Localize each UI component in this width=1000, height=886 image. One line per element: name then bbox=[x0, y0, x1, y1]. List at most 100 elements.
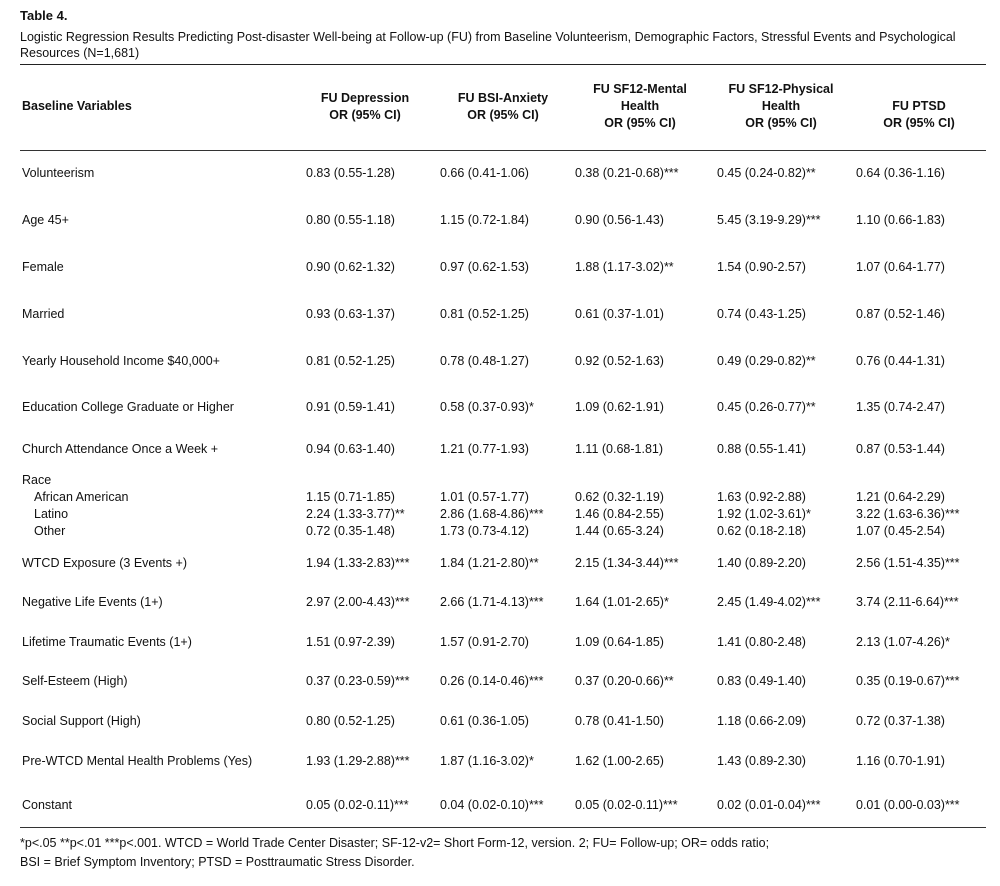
table-cell: 3.74 (2.11-6.64)*** bbox=[856, 595, 959, 609]
footnote: *p<.05 **p<.01 ***p<.001. WTCD = World T… bbox=[20, 834, 986, 872]
table-cell: 1.62 (1.00-2.65) bbox=[575, 754, 664, 768]
table-cell: 0.05 (0.02-0.11)*** bbox=[306, 798, 409, 812]
table-cell: 1.92 (1.02-3.61)* bbox=[717, 507, 811, 521]
table-cell: 0.81 (0.52-1.25) bbox=[440, 307, 529, 321]
table-cell: 0.62 (0.32-1.19) bbox=[575, 490, 664, 504]
table-cell: 1.15 (0.71-1.85) bbox=[306, 490, 395, 504]
table-cell: 0.35 (0.19-0.67)*** bbox=[856, 674, 960, 688]
table-cell: 1.10 (0.66-1.83) bbox=[856, 213, 945, 227]
table-cell: 0.92 (0.52-1.63) bbox=[575, 354, 664, 368]
table-cell: 1.18 (0.66-2.09) bbox=[717, 714, 806, 728]
table-cell: 0.74 (0.43-1.25) bbox=[717, 307, 806, 321]
table-cell: 0.02 (0.01-0.04)*** bbox=[717, 798, 821, 812]
row-label: Female bbox=[22, 260, 64, 274]
row-label: Pre-WTCD Mental Health Problems (Yes) bbox=[22, 754, 253, 768]
table-cell: 3.22 (1.63-6.36)*** bbox=[856, 507, 960, 521]
row-label: Latino bbox=[34, 507, 69, 521]
bottom-rule bbox=[20, 827, 986, 828]
table-cell: 0.37 (0.23-0.59)*** bbox=[306, 674, 410, 688]
table-cell: 0.83 (0.55-1.28) bbox=[306, 166, 395, 180]
table-cell: 2.13 (1.07-4.26)* bbox=[856, 635, 950, 649]
table-cell: 1.44 (0.65-3.24) bbox=[575, 524, 664, 538]
header-baseline-variables: Baseline Variables bbox=[22, 99, 132, 113]
table-cell: 2.97 (2.00-4.43)*** bbox=[306, 595, 410, 609]
table-cell: 1.15 (0.72-1.84) bbox=[440, 213, 529, 227]
table-cell: 0.38 (0.21-0.68)*** bbox=[575, 166, 679, 180]
footnote-line-1: *p<.05 **p<.01 ***p<.001. WTCD = World T… bbox=[20, 836, 770, 850]
table-cell: 1.54 (0.90-2.57) bbox=[717, 260, 806, 274]
header-fu-sf12-physical: FU SF12-Physical Health OR (95% CI) bbox=[728, 82, 834, 130]
table-cell: 0.78 (0.41-1.50) bbox=[575, 714, 664, 728]
table-cell: 0.49 (0.29-0.82)** bbox=[717, 354, 816, 368]
row-label: Negative Life Events (1+) bbox=[22, 595, 163, 609]
table-cell: 1.41 (0.80-2.48) bbox=[717, 635, 806, 649]
row-label: Constant bbox=[22, 798, 73, 812]
table-cell: 0.93 (0.63-1.37) bbox=[306, 307, 395, 321]
table-cell: 0.37 (0.20-0.66)** bbox=[575, 674, 674, 688]
table-cell: 0.83 (0.49-1.40) bbox=[717, 674, 806, 688]
row-label: Yearly Household Income $40,000+ bbox=[22, 354, 220, 368]
table-cell: 1.93 (1.29-2.88)*** bbox=[306, 754, 410, 768]
header-rule bbox=[20, 150, 986, 151]
table-cell: 0.05 (0.02-0.11)*** bbox=[575, 798, 678, 812]
row-label: Self-Esteem (High) bbox=[22, 674, 128, 688]
table-cell: 0.62 (0.18-2.18) bbox=[717, 524, 806, 538]
table-cell: 2.56 (1.51-4.35)*** bbox=[856, 556, 960, 570]
table-cell: 1.88 (1.17-3.02)** bbox=[575, 260, 674, 274]
header-fu-ptsd: FU PTSD OR (95% CI) bbox=[883, 99, 955, 130]
table-caption: Logistic Regression Results Predicting P… bbox=[20, 30, 956, 60]
table-container: Table 4. Logistic Regression Results Pre… bbox=[20, 6, 986, 872]
table-cell: 2.66 (1.71-4.13)*** bbox=[440, 595, 544, 609]
table-cell: 0.66 (0.41-1.06) bbox=[440, 166, 529, 180]
row-label: Race bbox=[22, 473, 52, 487]
table-cell: 1.73 (0.73-4.12) bbox=[440, 524, 529, 538]
table-cell: 0.64 (0.36-1.16) bbox=[856, 166, 945, 180]
table-cell: 0.61 (0.37-1.01) bbox=[575, 307, 664, 321]
table-cell: 0.61 (0.36-1.05) bbox=[440, 714, 529, 728]
table-cell: 1.16 (0.70-1.91) bbox=[856, 754, 945, 768]
table-cell: 1.35 (0.74-2.47) bbox=[856, 400, 945, 414]
table-cell: 0.80 (0.52-1.25) bbox=[306, 714, 395, 728]
row-label: Church Attendance Once a Week + bbox=[22, 442, 219, 456]
table-cell: 0.78 (0.48-1.27) bbox=[440, 354, 529, 368]
table-cell: 1.46 (0.84-2.55) bbox=[575, 507, 664, 521]
table-cell: 0.87 (0.52-1.46) bbox=[856, 307, 945, 321]
table-cell: 0.45 (0.26-0.77)** bbox=[717, 400, 816, 414]
row-label: WTCD Exposure (3 Events +) bbox=[22, 556, 187, 570]
table-header: Baseline Variables FU Depression OR (95% … bbox=[20, 65, 986, 150]
table-cell: 0.58 (0.37-0.93)* bbox=[440, 400, 534, 414]
table-cell: 1.11 (0.68-1.81) bbox=[575, 442, 664, 456]
table-body: Volunteerism 0.83 (0.55-1.28) 0.66 (0.41-1… bbox=[20, 151, 986, 827]
table-cell: 1.84 (1.21-2.80)** bbox=[440, 556, 539, 570]
table-cell: 0.94 (0.63-1.40) bbox=[306, 442, 395, 456]
table-cell: 2.24 (1.33-3.77)** bbox=[306, 507, 405, 521]
row-label: Social Support (High) bbox=[22, 714, 141, 728]
table-cell: 1.09 (0.64-1.85) bbox=[575, 635, 664, 649]
table-cell: 1.09 (0.62-1.91) bbox=[575, 400, 664, 414]
row-label: Volunteerism bbox=[22, 166, 95, 180]
table-cell: 1.51 (0.97-2.39) bbox=[306, 635, 395, 649]
table-cell: 0.91 (0.59-1.41) bbox=[306, 400, 395, 414]
table-cell: 0.04 (0.02-0.10)*** bbox=[440, 798, 544, 812]
top-rule bbox=[20, 64, 986, 65]
table-cell: 1.40 (0.89-2.20) bbox=[717, 556, 806, 570]
row-label: Lifetime Traumatic Events (1+) bbox=[22, 635, 192, 649]
table-cell: 1.07 (0.64-1.77) bbox=[856, 260, 945, 274]
table-cell: 1.43 (0.89-2.30) bbox=[717, 754, 806, 768]
row-label: Education College Graduate or Higher bbox=[22, 400, 234, 414]
table-cell: 0.88 (0.55-1.41) bbox=[717, 442, 806, 456]
row-label: African American bbox=[34, 490, 129, 504]
table-cell: 0.72 (0.37-1.38) bbox=[856, 714, 945, 728]
table-cell: 1.01 (0.57-1.77) bbox=[440, 490, 529, 504]
row-label: Other bbox=[34, 524, 66, 538]
table-cell: 2.15 (1.34-3.44)*** bbox=[575, 556, 679, 570]
table-cell: 1.21 (0.64-2.29) bbox=[856, 490, 945, 504]
header-fu-sf12-mental: FU SF12-Mental Health OR (95% CI) bbox=[593, 82, 687, 130]
table-cell: 0.80 (0.55-1.18) bbox=[306, 213, 395, 227]
table-cell: 0.81 (0.52-1.25) bbox=[306, 354, 395, 368]
table-cell: 1.63 (0.92-2.88) bbox=[717, 490, 806, 504]
row-label: Married bbox=[22, 307, 65, 321]
header-fu-depression: FU Depression OR (95% CI) bbox=[320, 91, 410, 122]
table-cell: 0.01 (0.00-0.03)*** bbox=[856, 798, 960, 812]
table-cell: 1.07 (0.45-2.54) bbox=[856, 524, 945, 538]
